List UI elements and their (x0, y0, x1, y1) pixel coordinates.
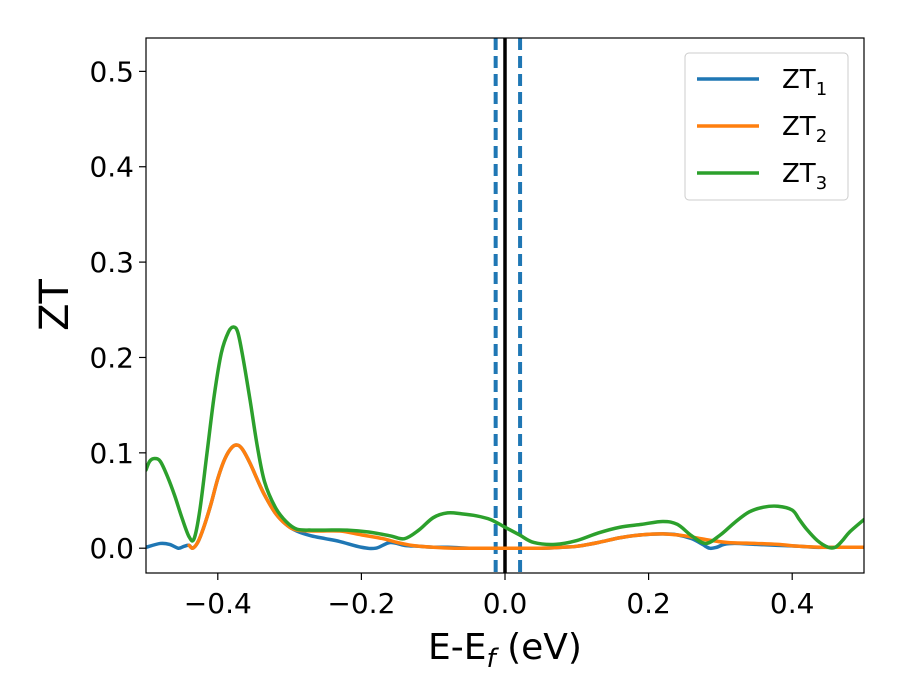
reference-lines (493, 38, 523, 573)
y-axis: 0.0 0.1 0.2 0.3 0.4 0.5 (89, 55, 146, 565)
y-axis-title: ZT (32, 279, 78, 331)
series-line-zt3 (146, 325, 864, 550)
x-axis-title: E-Ef (eV) (428, 627, 582, 674)
legend-box (684, 52, 849, 201)
y-tick-label: 0.3 (89, 246, 134, 279)
legend-label-zt3: ZT3 (782, 159, 827, 194)
x-axis: −0.4 −0.2 0.0 0.2 0.4 (184, 573, 815, 620)
y-tick-label: 0.0 (89, 532, 134, 565)
series-layer (146, 325, 864, 551)
x-tick-label: −0.4 (184, 587, 252, 620)
x-tick-label: −0.2 (327, 587, 395, 620)
y-tick-label: 0.5 (89, 55, 134, 88)
legend-label-zt2: ZT2 (782, 112, 827, 147)
series-line-zt2 (187, 443, 864, 551)
y-tick-label: 0.4 (89, 151, 134, 184)
y-tick-label: 0.2 (89, 341, 134, 374)
legend: ZT1 ZT2 ZT3 (684, 52, 849, 201)
legend-label-zt1: ZT1 (782, 65, 827, 100)
x-tick-label: 0.4 (770, 587, 815, 620)
x-tick-label: 0.0 (483, 587, 528, 620)
x-tick-label: 0.2 (626, 587, 671, 620)
y-tick-label: 0.1 (89, 437, 134, 470)
